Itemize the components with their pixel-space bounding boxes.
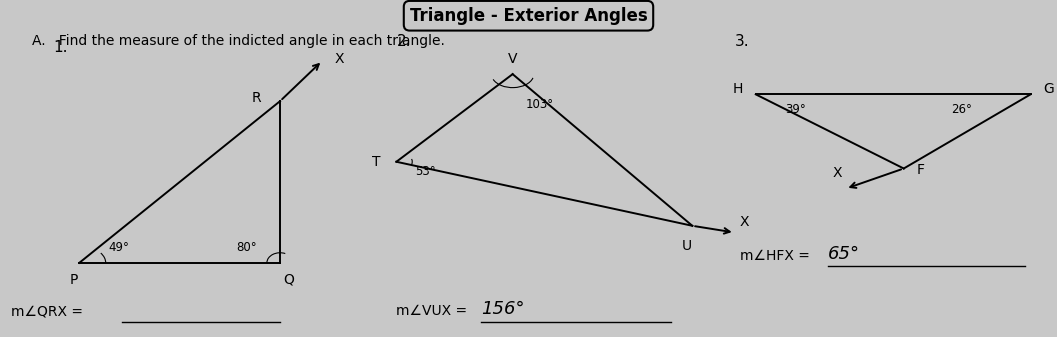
Text: X: X xyxy=(335,52,345,66)
Text: P: P xyxy=(70,273,78,287)
Text: 80°: 80° xyxy=(236,241,257,254)
Text: Triangle - Exterior Angles: Triangle - Exterior Angles xyxy=(410,7,647,25)
Text: Q: Q xyxy=(283,273,294,287)
Text: F: F xyxy=(916,163,925,177)
Text: T: T xyxy=(372,155,381,169)
Text: m∠VUX =: m∠VUX = xyxy=(396,304,471,318)
Text: X: X xyxy=(740,215,749,229)
Text: m∠HFX =: m∠HFX = xyxy=(740,249,814,263)
Text: A.   Find the measure of the indicted angle in each triangle.: A. Find the measure of the indicted angl… xyxy=(32,34,445,48)
Text: G: G xyxy=(1043,82,1054,96)
Text: 156°: 156° xyxy=(481,301,524,318)
Text: m∠QRX =: m∠QRX = xyxy=(11,304,87,318)
Text: 39°: 39° xyxy=(785,103,806,116)
Text: V: V xyxy=(508,52,517,66)
Text: 103°: 103° xyxy=(525,98,554,111)
Text: 49°: 49° xyxy=(109,241,130,254)
Text: U: U xyxy=(682,239,692,253)
Text: 65°: 65° xyxy=(828,245,859,263)
Text: 26°: 26° xyxy=(951,103,972,116)
Text: 1.: 1. xyxy=(53,40,68,56)
Text: 2.: 2. xyxy=(396,34,411,49)
Text: R: R xyxy=(252,91,261,105)
Text: 53°: 53° xyxy=(415,165,437,178)
Text: 3.: 3. xyxy=(735,34,749,49)
Text: X: X xyxy=(833,166,841,180)
Text: H: H xyxy=(733,82,743,96)
